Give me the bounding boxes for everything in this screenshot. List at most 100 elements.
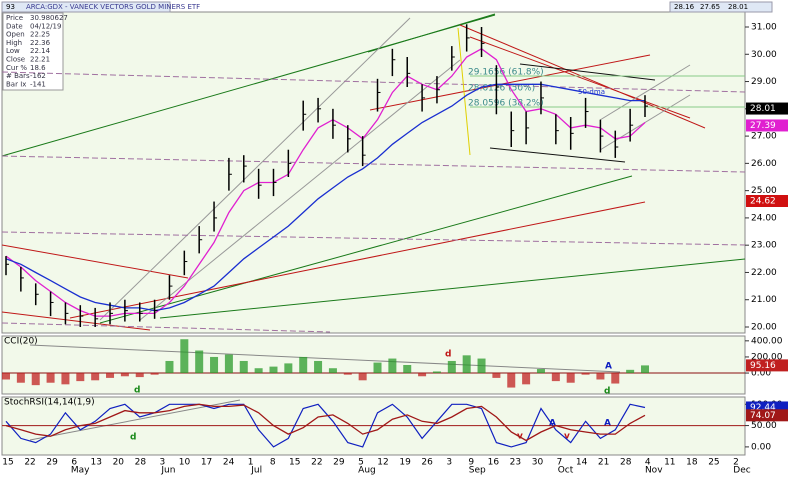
cci-bar [239, 360, 248, 374]
cci-bar [61, 373, 70, 385]
cci-bar [224, 354, 233, 374]
x-month-label: Dec [733, 466, 750, 476]
y-tick-label: 24.00 [751, 213, 777, 223]
x-month-label: Jul [250, 466, 262, 476]
x-month-label: Oct [558, 466, 574, 476]
cci-bar [31, 373, 40, 386]
x-tick-label: 22 [311, 458, 322, 468]
cci-bar [254, 368, 263, 374]
x-tick-label: 19 [399, 458, 411, 468]
price-tag-label: 24.62 [750, 197, 776, 207]
cci-bar [16, 373, 25, 383]
cci-bar [492, 373, 501, 378]
trendlines [1, 13, 746, 441]
panel-title: CCI(20) [4, 337, 38, 347]
header-field: 27.65 [700, 3, 720, 11]
trendline [159, 258, 746, 319]
cci-bar [581, 373, 590, 375]
info-label: Price [6, 14, 23, 22]
panel-title: StochRSI(14,14(1,9) [4, 398, 95, 408]
cci-bar [106, 373, 115, 378]
trendline [489, 147, 626, 163]
cci-bar [566, 373, 575, 383]
cci-bar [343, 373, 352, 375]
cci-bar [299, 356, 308, 374]
y-tick-label: 20.00 [751, 323, 777, 333]
cci-bar [522, 373, 531, 385]
cci-bar [165, 360, 174, 374]
x-tick-label: 16 [488, 458, 500, 468]
x-tick-label: 25 [708, 458, 719, 468]
cci-bar [91, 373, 100, 381]
cci-bar [373, 362, 382, 374]
cci-bar [536, 369, 545, 374]
y-tick-label: 29.00 [751, 77, 777, 87]
x-tick-label: 1 [248, 458, 254, 468]
y-tick-label: 27.00 [751, 132, 777, 142]
y-tick-label: 400.00 [751, 336, 783, 346]
x-tick-label: 18 [686, 458, 698, 468]
x-tick-label: 12 [377, 458, 388, 468]
x-tick-label: 28 [620, 458, 632, 468]
x-tick-label: 11 [664, 458, 675, 468]
x-tick-label: 28 [135, 458, 147, 468]
header-title: ARCA:GDX - VANECK VECTORS GOLD MINERS ET… [26, 3, 200, 11]
y-tick-label: 23.00 [751, 241, 777, 251]
x-tick-label: 26 [421, 458, 433, 468]
x-tick-label: 3 [160, 458, 166, 468]
x-tick-label: 15 [2, 458, 13, 468]
signal-label: A [605, 362, 612, 372]
x-tick-label: 20 [113, 458, 125, 468]
price-tag [746, 195, 788, 207]
x-tick-label: 15 [289, 458, 300, 468]
info-label: High [6, 39, 22, 47]
x-tick-label: 2 [733, 458, 739, 468]
cci-bar [641, 365, 649, 374]
info-value: 22.25 [30, 31, 50, 39]
x-tick-label: 21 [598, 458, 609, 468]
price-tag-label: 95.16 [750, 361, 776, 371]
cci-bar [269, 366, 278, 374]
cci-bar [507, 373, 516, 388]
trendline [1, 231, 746, 246]
info-value: 22.21 [30, 56, 50, 64]
signal-label: d [445, 350, 451, 360]
x-tick-label: 23 [510, 458, 521, 468]
moving-average [5, 48, 646, 317]
x-month-label: Aug [358, 466, 376, 476]
y-tick-label: 22.00 [751, 268, 777, 278]
price-tag [746, 409, 788, 422]
cci-bar [135, 373, 144, 378]
price-tag [746, 119, 788, 132]
trendline [99, 17, 411, 321]
x-month-label: Sep [469, 466, 486, 476]
cci-bar [596, 373, 605, 380]
cci-bar [328, 368, 337, 374]
x-tick-label: 6 [71, 458, 77, 468]
info-value: -162 [30, 72, 46, 80]
y-tick-label: 200.00 [751, 352, 783, 362]
trendline [369, 54, 651, 111]
info-label: Bar Ix [6, 80, 26, 88]
x-tick-label: 22 [24, 458, 35, 468]
signal-label: d [130, 433, 136, 443]
cci-bar [551, 373, 560, 382]
info-value: 22.36 [30, 39, 51, 47]
x-tick-label: 29 [46, 458, 58, 468]
y-tick-label: 0.00 [751, 442, 771, 452]
cci-bar [150, 373, 159, 375]
fib-label: 28.6126 (50%) [468, 84, 535, 94]
cci-bar [403, 365, 412, 374]
header-values [669, 1, 773, 13]
cci-bar [462, 355, 471, 374]
signal-label: d [604, 387, 610, 397]
info-box [2, 12, 64, 91]
info-value: 22.14 [30, 47, 51, 55]
cci-bar [46, 373, 55, 383]
trendline [599, 64, 691, 121]
info-value: -141 [30, 80, 46, 88]
header-field: 93 [6, 3, 15, 11]
cci-bar [76, 373, 85, 382]
info-value: 04/12/19 [30, 22, 61, 30]
